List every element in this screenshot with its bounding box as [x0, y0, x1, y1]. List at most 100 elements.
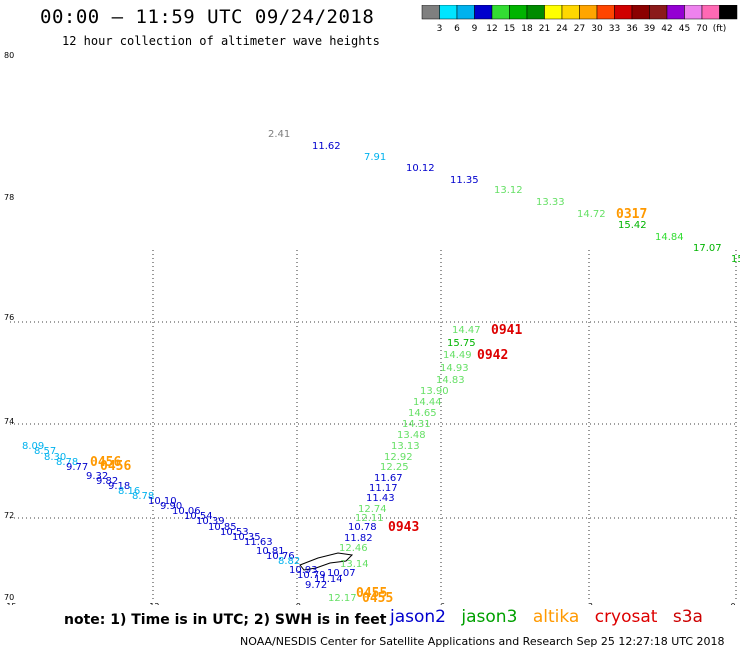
wave-height-label: 12.25: [380, 462, 409, 473]
wave-height-label: 12.11: [355, 513, 384, 524]
legend-label: 21: [539, 24, 550, 34]
pass-time-label: 0456: [100, 459, 131, 474]
wave-height-label: 2.41: [268, 129, 290, 140]
wave-height-label: 14.65: [408, 408, 437, 419]
wave-height-label: 9.32: [86, 471, 108, 482]
legend-label: 6: [454, 24, 460, 34]
pass-time-label: 0317: [616, 207, 647, 222]
wave-height-label: 12.92: [384, 452, 413, 463]
wave-height-label: 14.49: [443, 350, 472, 361]
wave-height-label: 12.46: [339, 543, 368, 554]
satellite-cryosat: cryosat: [594, 607, 658, 627]
satellite-jason2: jason2: [390, 607, 446, 627]
wave-height-label: 9.82: [96, 476, 118, 487]
x-tick-label: -9: [293, 602, 301, 605]
legend-label: 42: [661, 24, 672, 34]
pass-time-label: 0455: [362, 591, 393, 605]
wave-height-label: 9.90: [160, 501, 182, 512]
wave-height-label: 10.81: [256, 546, 285, 557]
wave-height-label: 11.82: [344, 533, 373, 544]
wave-height-label: 10.12: [406, 163, 435, 174]
legend-label: 15: [504, 24, 515, 34]
legend-label: 45: [679, 24, 690, 34]
wave-height-label: 13.33: [536, 197, 565, 208]
wave-height-label: 9.72: [305, 580, 327, 591]
wave-height-label: 13.12: [494, 185, 523, 196]
wave-height-label: 10.93: [289, 565, 318, 576]
legend-label: 33: [609, 24, 620, 34]
wave-height-label: 10.53: [220, 527, 249, 538]
wave-height-label: 11.14: [314, 574, 343, 585]
wave-height-label: 8.30: [44, 452, 66, 463]
wave-height-label: 10.10: [148, 496, 177, 507]
wave-height-label: 14.93: [440, 363, 469, 374]
wave-height-label: 14.31: [402, 419, 431, 430]
wave-height-label: 10.06: [172, 506, 201, 517]
wave-height-label: 8.78: [132, 491, 154, 502]
legend-label: 3: [437, 24, 443, 34]
wave-height-label: 14.47: [452, 325, 481, 336]
x-tick-label: -12: [146, 602, 159, 605]
footer-note: note: 1) Time is in UTC; 2) SWH is in fe…: [64, 612, 387, 628]
legend-label: 12: [486, 24, 497, 34]
color-legend: 3 6 9 12 15 18 21 24 27 30 33 36 39 42 45 70 (ft): [421, 5, 738, 34]
wave-height-label: 10.35: [232, 532, 261, 543]
y-tick-label: 70: [4, 593, 14, 602]
legend-label: 70: [696, 24, 708, 34]
wave-height-label: 7.91: [364, 152, 386, 163]
legend-label: 36: [626, 24, 638, 34]
x-tick-label: 0: [730, 602, 735, 605]
wave-height-label: 15.42: [618, 220, 647, 231]
pass-time-label: 0456: [90, 455, 121, 470]
pass-time-label: 0941: [491, 323, 522, 338]
wave-height-label: 8.09: [22, 441, 44, 452]
wave-height-label: 11.63: [244, 537, 273, 548]
legend-label: 27: [574, 24, 585, 34]
wave-height-label: 13.14: [340, 559, 369, 570]
wave-height-label: 15: [731, 254, 740, 265]
wave-height-label: 14.44: [413, 397, 442, 408]
pass-time-label: 0942: [477, 348, 508, 363]
wave-height-label: 11.67: [374, 473, 403, 484]
x-tick-label: -15: [3, 602, 16, 605]
pass-time-label: 0943: [388, 520, 419, 535]
satellite-altika: altika: [532, 607, 580, 627]
map-title: 00:00 — 11:59 UTC 09/24/2018: [40, 6, 375, 28]
y-tick-label: 72: [4, 511, 14, 520]
x-tick-label: -3: [585, 602, 593, 605]
wave-height-label: 14.72: [577, 209, 606, 220]
legend-label: 39: [644, 24, 656, 34]
map-subtitle: 12 hour collection of altimeter wave hei…: [62, 34, 380, 48]
legend-label: (ft): [713, 24, 727, 34]
y-tick-label: 76: [4, 313, 14, 322]
wave-height-map: -15 -12 -9 -6 -3 0 80 78 76 74 72 70 2.41 11.62 7.91 10…: [3, 51, 740, 605]
wave-height-label: 10.85: [208, 522, 237, 533]
legend-label: 30: [591, 24, 603, 34]
wave-height-label: 11.17: [369, 483, 398, 494]
wave-height-label: 8.82: [278, 556, 300, 567]
wave-height-label: 10.54: [184, 511, 213, 522]
y-tick-label: 80: [4, 51, 14, 60]
wave-height-label: 10.76: [266, 551, 295, 562]
wave-height-label: 14.83: [436, 375, 465, 386]
wave-height-label: 10.07: [327, 568, 356, 579]
wave-height-label: 8.78: [56, 457, 78, 468]
wave-height-label: 11.62: [312, 141, 341, 152]
wave-height-label: 8.16: [118, 486, 140, 497]
legend-label: 9: [472, 24, 478, 34]
wave-height-label: 13.48: [397, 430, 426, 441]
wave-height-label: 14.84: [655, 232, 684, 243]
wave-height-label: 10.78: [348, 522, 377, 533]
satellite-jason3: jason3: [461, 607, 518, 627]
y-tick-label: 74: [4, 417, 14, 426]
wave-height-label: 15.75: [447, 338, 476, 349]
wave-height-label: 11.35: [450, 175, 479, 186]
wave-height-label: 9.77: [66, 462, 88, 473]
legend-swatch: [719, 5, 738, 20]
wave-height-label: 12.74: [358, 504, 387, 515]
legend-label: 24: [556, 24, 568, 34]
pass-time-label: 0455: [356, 586, 387, 601]
island-coastline: [299, 552, 354, 571]
x-tick-label: -6: [437, 602, 445, 605]
wave-height-label: 13.13: [391, 441, 420, 452]
